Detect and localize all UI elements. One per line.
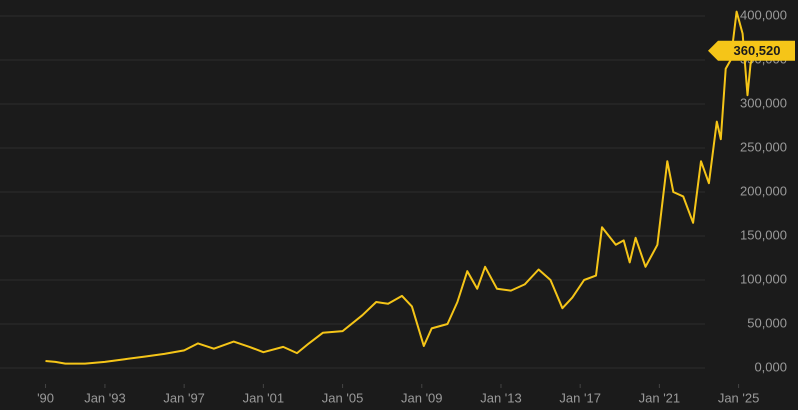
- y-tick-label: 250,000: [740, 139, 787, 154]
- x-tick-label: Jan '13: [480, 390, 522, 405]
- price-line: [45, 10, 756, 365]
- y-tick-label: 300,000: [740, 95, 787, 110]
- x-tick-label: Jan '17: [559, 390, 601, 405]
- y-tick-label: 0,000: [754, 359, 787, 374]
- x-tick-label: Jan '01: [243, 390, 285, 405]
- y-tick-label: 200,000: [740, 183, 787, 198]
- x-tick-label: Jan '21: [639, 390, 681, 405]
- current-value-flag: [708, 40, 795, 61]
- y-tick-label: 400,000: [740, 7, 787, 22]
- x-tick-label: '90: [37, 390, 54, 405]
- x-tick-label: Jan '97: [163, 390, 205, 405]
- current-value-label: 360,520: [734, 43, 781, 58]
- y-tick-label: 100,000: [740, 271, 787, 286]
- x-tick-label: Jan '09: [401, 390, 443, 405]
- y-tick-label: 50,000: [747, 315, 787, 330]
- y-tick-label: 150,000: [740, 227, 787, 242]
- x-tick-label: Jan '93: [84, 390, 126, 405]
- x-tick-label: Jan '25: [718, 390, 760, 405]
- x-tick-label: Jan '05: [322, 390, 364, 405]
